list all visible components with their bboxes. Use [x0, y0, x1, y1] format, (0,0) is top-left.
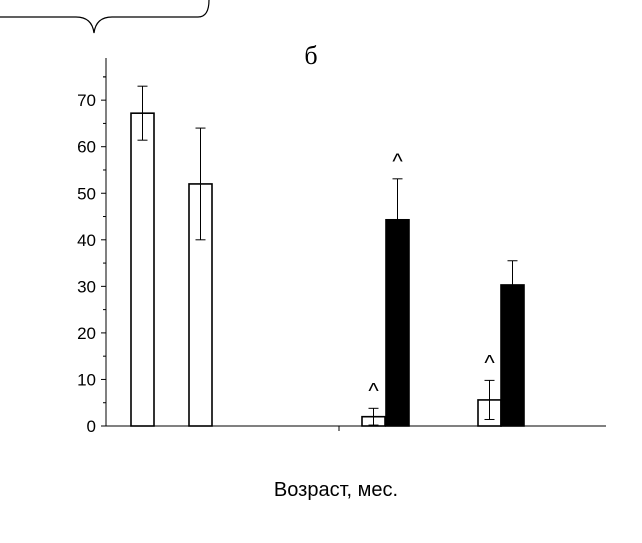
y-tick-label: 40	[77, 231, 96, 250]
chart-title: б	[304, 41, 317, 70]
brace-decoration	[0, 0, 210, 34]
y-tick-label: 30	[77, 277, 96, 296]
x-axis	[106, 425, 606, 431]
y-axis: 0 10 20 30 40 50 60 70	[77, 58, 107, 436]
y-tick-label: 50	[77, 184, 96, 203]
y-tick-label: 0	[87, 417, 96, 436]
bar-series: ^ ^ ^	[130, 85, 525, 427]
bar	[500, 284, 525, 427]
bar	[385, 218, 410, 427]
y-tick-label: 70	[77, 91, 96, 110]
y-tick-label: 10	[77, 370, 96, 389]
y-tick-label: 60	[77, 138, 96, 157]
x-axis-label: Возраст, мес.	[274, 479, 398, 501]
significance-marker: ^	[368, 378, 379, 403]
bar	[130, 112, 155, 427]
significance-marker: ^	[484, 350, 495, 375]
y-tick-label: 20	[77, 324, 96, 343]
significance-marker: ^	[392, 149, 403, 174]
